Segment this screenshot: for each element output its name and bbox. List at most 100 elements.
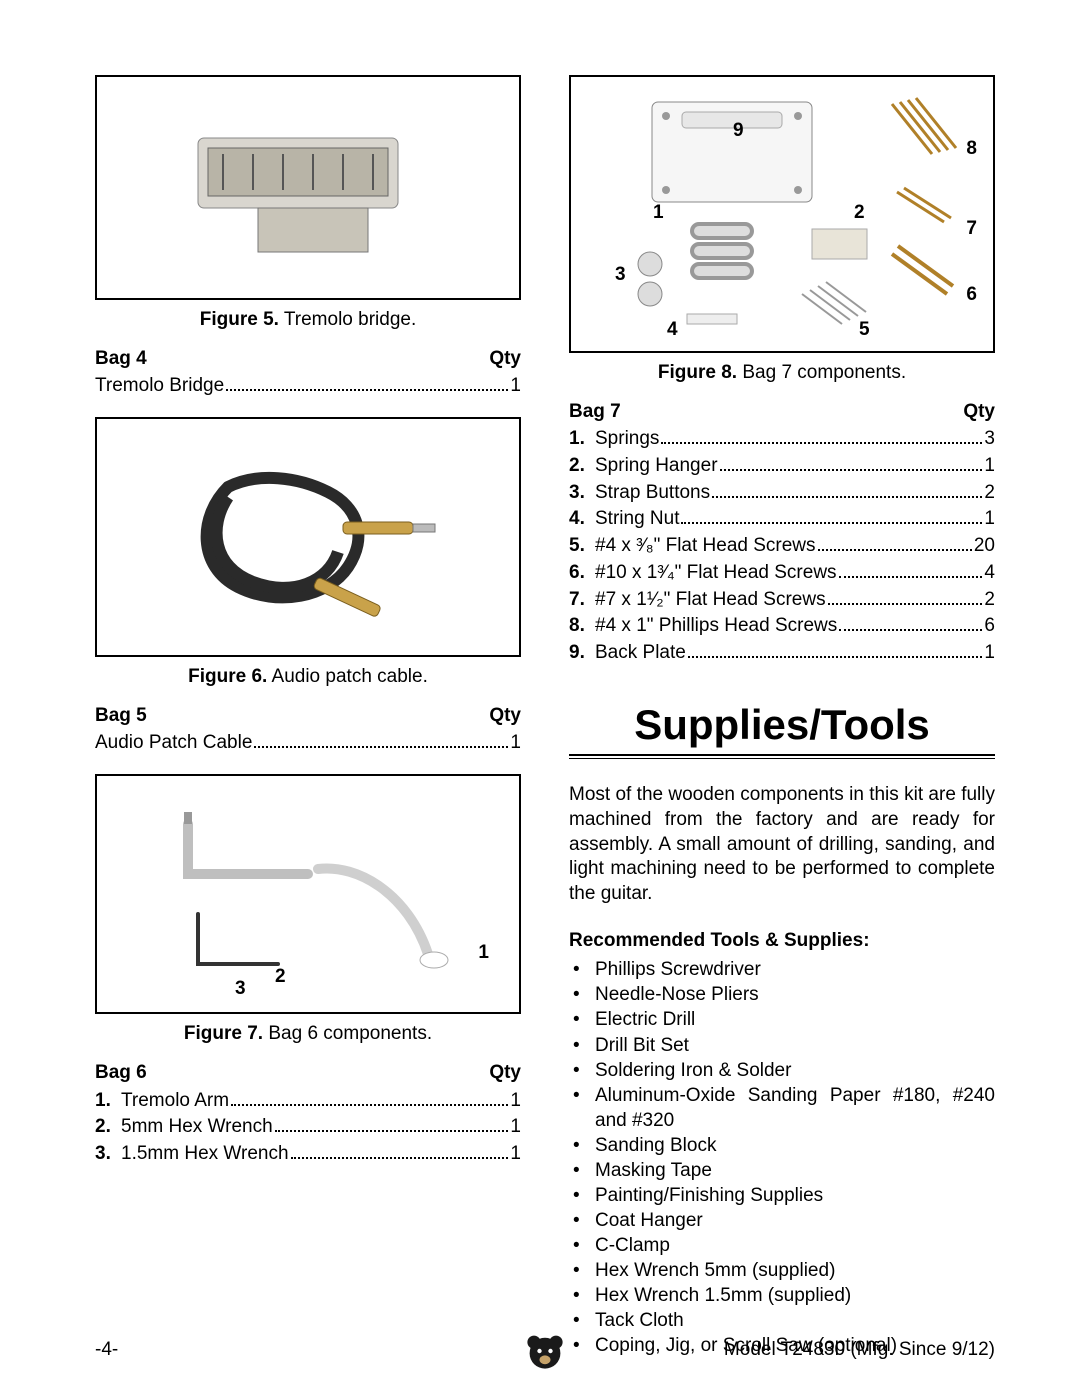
bag6-item-1-num: 2. [95,1115,121,1140]
figure-5-text: Tremolo bridge. [284,309,416,330]
bag7-item-7-qty: 6 [984,614,995,639]
model-info: Model T24830 (Mfg. Since 9/12) [724,1338,995,1363]
figure-8-label: Figure 8. [658,362,737,383]
bag7-item-0: 1.Springs3 [569,427,995,452]
bag7-item-8: 9.Back Plate1 [569,641,995,666]
footer: -4- Model T24830 (Mfg. Since 9/12) [95,1338,995,1363]
bag6-item-1-qty: 1 [510,1115,521,1140]
bag7-item-5-label: #10 x 1³⁄₄" Flat Head Screws [595,561,837,586]
audio-cable-image [168,437,448,637]
bag7-item-3-label: String Nut [595,507,679,532]
bag7-item-6-num: 7. [569,588,595,613]
tool-item-2: Electric Drill [569,1007,995,1032]
bag7-item-2-label: Strap Buttons [595,481,710,506]
bag7-item-2-qty: 2 [984,481,995,506]
fig7-callout-1: 1 [478,941,489,966]
bag5-item-0-qty: 1 [510,731,521,756]
figure-6-box [95,417,521,657]
bag7-item-4-qty: 20 [974,534,995,559]
bag7-item-1-num: 2. [569,454,595,479]
tool-item-3: Drill Bit Set [569,1033,995,1058]
fig7-callout-3: 3 [235,977,246,1002]
tools-list: Phillips ScrewdriverNeedle-Nose PliersEl… [569,957,995,1358]
fig8-callout-5: 5 [859,318,870,343]
tool-item-4: Soldering Iron & Solder [569,1058,995,1083]
bag7-header: Bag 7 Qty [569,400,995,425]
bag7-item-7-label: #4 x 1" Phillips Head Screws [595,614,837,639]
bag7-item-6: 7.#7 x 1¹⁄₂" Flat Head Screws 2 [569,588,995,613]
bag5-qty-label: Qty [489,704,521,729]
bag6-item-2-qty: 1 [510,1142,521,1167]
bag7-item-8-label: Back Plate [595,641,686,666]
bag7-item-5-qty: 4 [984,561,995,586]
bag5-title: Bag 5 [95,704,147,729]
bag7-item-0-num: 1. [569,427,595,452]
fig8-callout-7: 7 [966,217,977,242]
figure-8-caption: Figure 8. Bag 7 components. [569,361,995,386]
bag7-qty-label: Qty [963,400,995,425]
supplies-paragraph: Most of the wooden components in this ki… [569,783,995,906]
bag6-item-0: 1. Tremolo Arm 1 [95,1089,521,1114]
tools-subhead: Recommended Tools & Supplies: [569,929,995,954]
left-column: Figure 5. Tremolo bridge. Bag 4 Qty Trem… [95,75,521,1359]
tool-item-10: C-Clamp [569,1233,995,1258]
rule-2 [569,758,995,759]
bag6-item-1: 2. 5mm Hex Wrench 1 [95,1115,521,1140]
bag6-item-2-num: 3. [95,1142,121,1167]
fig8-callout-8: 8 [966,137,977,162]
figure-7-label: Figure 7. [184,1023,263,1044]
bag6-item-2: 3. 1.5mm Hex Wrench 1 [95,1142,521,1167]
figure-7-text: Bag 6 components. [268,1023,432,1044]
figure-6-caption: Figure 6. Audio patch cable. [95,665,521,690]
tool-item-11: Hex Wrench 5mm (supplied) [569,1258,995,1283]
figure-5-label: Figure 5. [200,309,279,330]
bag7-item-3-qty: 1 [984,507,995,532]
tool-item-0: Phillips Screwdriver [569,957,995,982]
bag4-item-0-label: Tremolo Bridge [95,374,224,399]
figure-6-text: Audio patch cable. [272,666,428,687]
bag7-item-4-label: #4 x ³⁄₈" Flat Head Screws [595,534,816,559]
bag7-title: Bag 7 [569,400,621,425]
tremolo-bridge-image [178,108,438,268]
figure-7-box: 1 2 3 [95,774,521,1014]
tool-item-12: Hex Wrench 1.5mm (supplied) [569,1283,995,1308]
tool-item-6: Sanding Block [569,1133,995,1158]
bag7-item-6-qty: 2 [984,588,995,613]
bag7-item-8-qty: 1 [984,641,995,666]
figure-8-box: 9 8 1 2 7 3 6 4 5 [569,75,995,353]
bag6-title: Bag 6 [95,1061,147,1086]
tool-item-8: Painting/Finishing Supplies [569,1183,995,1208]
bag7-item-7-num: 8. [569,614,595,639]
bag7-components-image [592,84,972,344]
figure-8-text: Bag 7 components. [742,362,906,383]
bag7-item-0-qty: 3 [984,427,995,452]
bag6-item-0-num: 1. [95,1089,121,1114]
fig8-callout-3: 3 [615,263,626,288]
bag5-item-0: Audio Patch Cable 1 [95,731,521,756]
fig8-callout-6: 6 [966,283,977,308]
bag7-item-1-qty: 1 [984,454,995,479]
figure-5-caption: Figure 5. Tremolo bridge. [95,308,521,333]
bag5-item-0-label: Audio Patch Cable [95,731,252,756]
bag4-qty-label: Qty [489,347,521,372]
bag7-item-1-label: Spring Hanger [595,454,718,479]
fig8-callout-2: 2 [854,201,865,226]
bag7-item-5: 6.#10 x 1³⁄₄" Flat Head Screws 4 [569,561,995,586]
bag7-item-5-num: 6. [569,561,595,586]
bag7-item-1: 2.Spring Hanger 1 [569,454,995,479]
bag6-qty-label: Qty [489,1061,521,1086]
bag6-header: Bag 6 Qty [95,1061,521,1086]
bag4-header: Bag 4 Qty [95,347,521,372]
bag7-item-2: 3.Strap Buttons2 [569,481,995,506]
bag4-item-0-qty: 1 [510,374,521,399]
tool-item-9: Coat Hanger [569,1208,995,1233]
fig8-callout-9: 9 [733,119,744,144]
bag6-item-0-qty: 1 [510,1089,521,1114]
bag7-item-3-num: 4. [569,507,595,532]
bag7-list: 1.Springs32.Spring Hanger13.Strap Button… [569,427,995,665]
fig8-callout-1: 1 [653,201,664,226]
bag7-item-6-label: #7 x 1¹⁄₂" Flat Head Screws [595,588,826,613]
page: Figure 5. Tremolo bridge. Bag 4 Qty Trem… [0,0,1080,1389]
bag4-item-0: Tremolo Bridge 1 [95,374,521,399]
bag7-item-3: 4.String Nut 1 [569,507,995,532]
